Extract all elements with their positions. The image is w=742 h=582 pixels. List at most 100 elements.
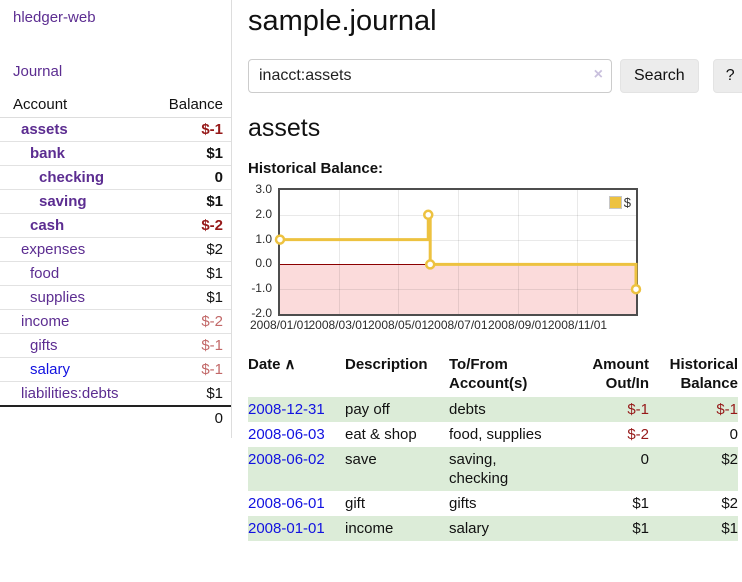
cell: $1	[561, 491, 649, 516]
account-row: income $-2	[0, 310, 231, 334]
cell: gift	[345, 491, 449, 516]
cell: $1	[561, 516, 649, 541]
account-link[interactable]: income	[21, 313, 69, 330]
cell: save	[345, 447, 449, 491]
y-axis-tick-label: 3.0	[248, 182, 272, 196]
y-axis-tick-label: -1.0	[248, 281, 272, 295]
header-description: Description	[345, 353, 449, 397]
account-balance: $-2	[141, 310, 231, 334]
accounts-table: Account Balance assets $-1 bank $1 checking 0…	[0, 93, 231, 430]
account-link[interactable]: supplies	[30, 289, 85, 306]
balance-line-series	[280, 190, 636, 314]
accounts-total-balance: 0	[141, 406, 231, 430]
x-axis-tick-label: 2008/09/01	[486, 318, 550, 332]
account-row: cash $-2	[0, 214, 231, 238]
clear-search-icon[interactable]: ×	[594, 66, 603, 84]
main-content: sample.journal × Search ? assets Histori…	[232, 0, 742, 541]
account-link[interactable]: bank	[30, 145, 65, 162]
data-point-marker	[276, 236, 284, 244]
x-axis-tick-label: 2008/05/01	[366, 318, 430, 332]
chart-title-label: Historical Balance:	[248, 160, 742, 177]
account-balance: 0	[141, 166, 231, 190]
x-axis-tick-label: 2008/01/01	[248, 318, 312, 332]
transactions-table: Date∧ Description To/From Account(s) Amo…	[248, 353, 738, 541]
cell: eat & shop	[345, 422, 449, 447]
account-row: food $1	[0, 262, 231, 286]
account-link[interactable]: assets	[21, 121, 68, 138]
cell-date: 2008-12-31	[248, 397, 345, 422]
account-link[interactable]: liabilities:debts	[21, 385, 119, 402]
transaction-row: 2008-06-01giftgifts$1$2	[248, 491, 738, 516]
x-axis-tick-label: 2008/11/01	[545, 318, 609, 332]
account-balance: $1	[141, 142, 231, 166]
chart-plot[interactable]: $	[278, 188, 638, 316]
account-balance: $1	[141, 382, 231, 407]
cell: $1	[649, 516, 738, 541]
account-row: salary $-1	[0, 358, 231, 382]
header-historical-balance: Historical Balance	[649, 353, 738, 397]
cell: 0	[649, 422, 738, 447]
cell: income	[345, 516, 449, 541]
y-axis-tick-label: 2.0	[248, 207, 272, 221]
sidebar: hledger-web Journal Account Balance asse…	[0, 0, 232, 438]
legend-label: $	[624, 195, 631, 210]
cell: saving, checking	[449, 447, 561, 491]
transaction-date-link[interactable]: 2008-06-03	[248, 426, 325, 443]
transaction-date-link[interactable]: 2008-01-01	[248, 520, 325, 537]
account-link[interactable]: expenses	[21, 241, 85, 258]
cell: food, supplies	[449, 422, 561, 447]
app-brand-link[interactable]: hledger-web	[0, 0, 231, 26]
y-axis-tick-label: 0.0	[248, 256, 272, 270]
account-balance: $-1	[141, 118, 231, 142]
help-button[interactable]: ?	[713, 59, 742, 93]
account-heading: assets	[248, 114, 742, 143]
account-link[interactable]: food	[30, 265, 59, 282]
account-balance: $1	[141, 190, 231, 214]
transaction-date-link[interactable]: 2008-06-02	[248, 451, 325, 468]
account-link[interactable]: salary	[30, 361, 70, 378]
cell: $2	[649, 447, 738, 491]
accounts-total-row: 0	[0, 406, 231, 430]
account-balance: $1	[141, 286, 231, 310]
cell: 0	[561, 447, 649, 491]
account-balance: $-2	[141, 214, 231, 238]
account-link[interactable]: cash	[30, 217, 64, 234]
cell-date: 2008-06-03	[248, 422, 345, 447]
header-amount-outin: Amount Out/In	[561, 353, 649, 397]
cell: pay off	[345, 397, 449, 422]
accounts-header-row: Account Balance	[0, 93, 231, 118]
account-row: assets $-1	[0, 118, 231, 142]
account-row: bank $1	[0, 142, 231, 166]
y-axis-tick-label: 1.0	[248, 232, 272, 246]
account-balance: $1	[141, 262, 231, 286]
accounts-header-account: Account	[0, 93, 141, 118]
search-button[interactable]: Search	[620, 59, 699, 93]
transaction-date-link[interactable]: 2008-12-31	[248, 401, 325, 418]
cell-date: 2008-01-01	[248, 516, 345, 541]
sort-ascending-icon: ∧	[285, 356, 296, 373]
x-axis-tick-label: 2008/07/01	[426, 318, 490, 332]
accounts-header-balance: Balance	[141, 93, 231, 118]
chart-legend: $	[609, 195, 631, 210]
header-tofrom-accounts: To/From Account(s)	[449, 353, 561, 397]
cell: debts	[449, 397, 561, 422]
account-row: expenses$2	[0, 238, 231, 262]
account-link[interactable]: saving	[39, 193, 87, 210]
transaction-date-link[interactable]: 2008-06-01	[248, 495, 325, 512]
header-date[interactable]: Date∧	[248, 353, 345, 397]
account-link[interactable]: gifts	[30, 337, 58, 354]
account-balance: $-1	[141, 358, 231, 382]
x-axis-tick-label: 2008/03/01	[307, 318, 371, 332]
sidebar-item-journal[interactable]: Journal	[13, 63, 231, 80]
transaction-row: 2008-06-03eat & shopfood, supplies$-20	[248, 422, 738, 447]
data-point-marker	[426, 260, 434, 268]
cell-date: 2008-06-02	[248, 447, 345, 491]
transactions-header-row: Date∧ Description To/From Account(s) Amo…	[248, 353, 738, 397]
transaction-row: 2008-12-31pay offdebts$-1$-1	[248, 397, 738, 422]
search-input[interactable]	[248, 59, 612, 93]
cell: gifts	[449, 491, 561, 516]
cell-date: 2008-06-01	[248, 491, 345, 516]
cell: salary	[449, 516, 561, 541]
cell: $-1	[649, 397, 738, 422]
account-link[interactable]: checking	[39, 169, 104, 186]
